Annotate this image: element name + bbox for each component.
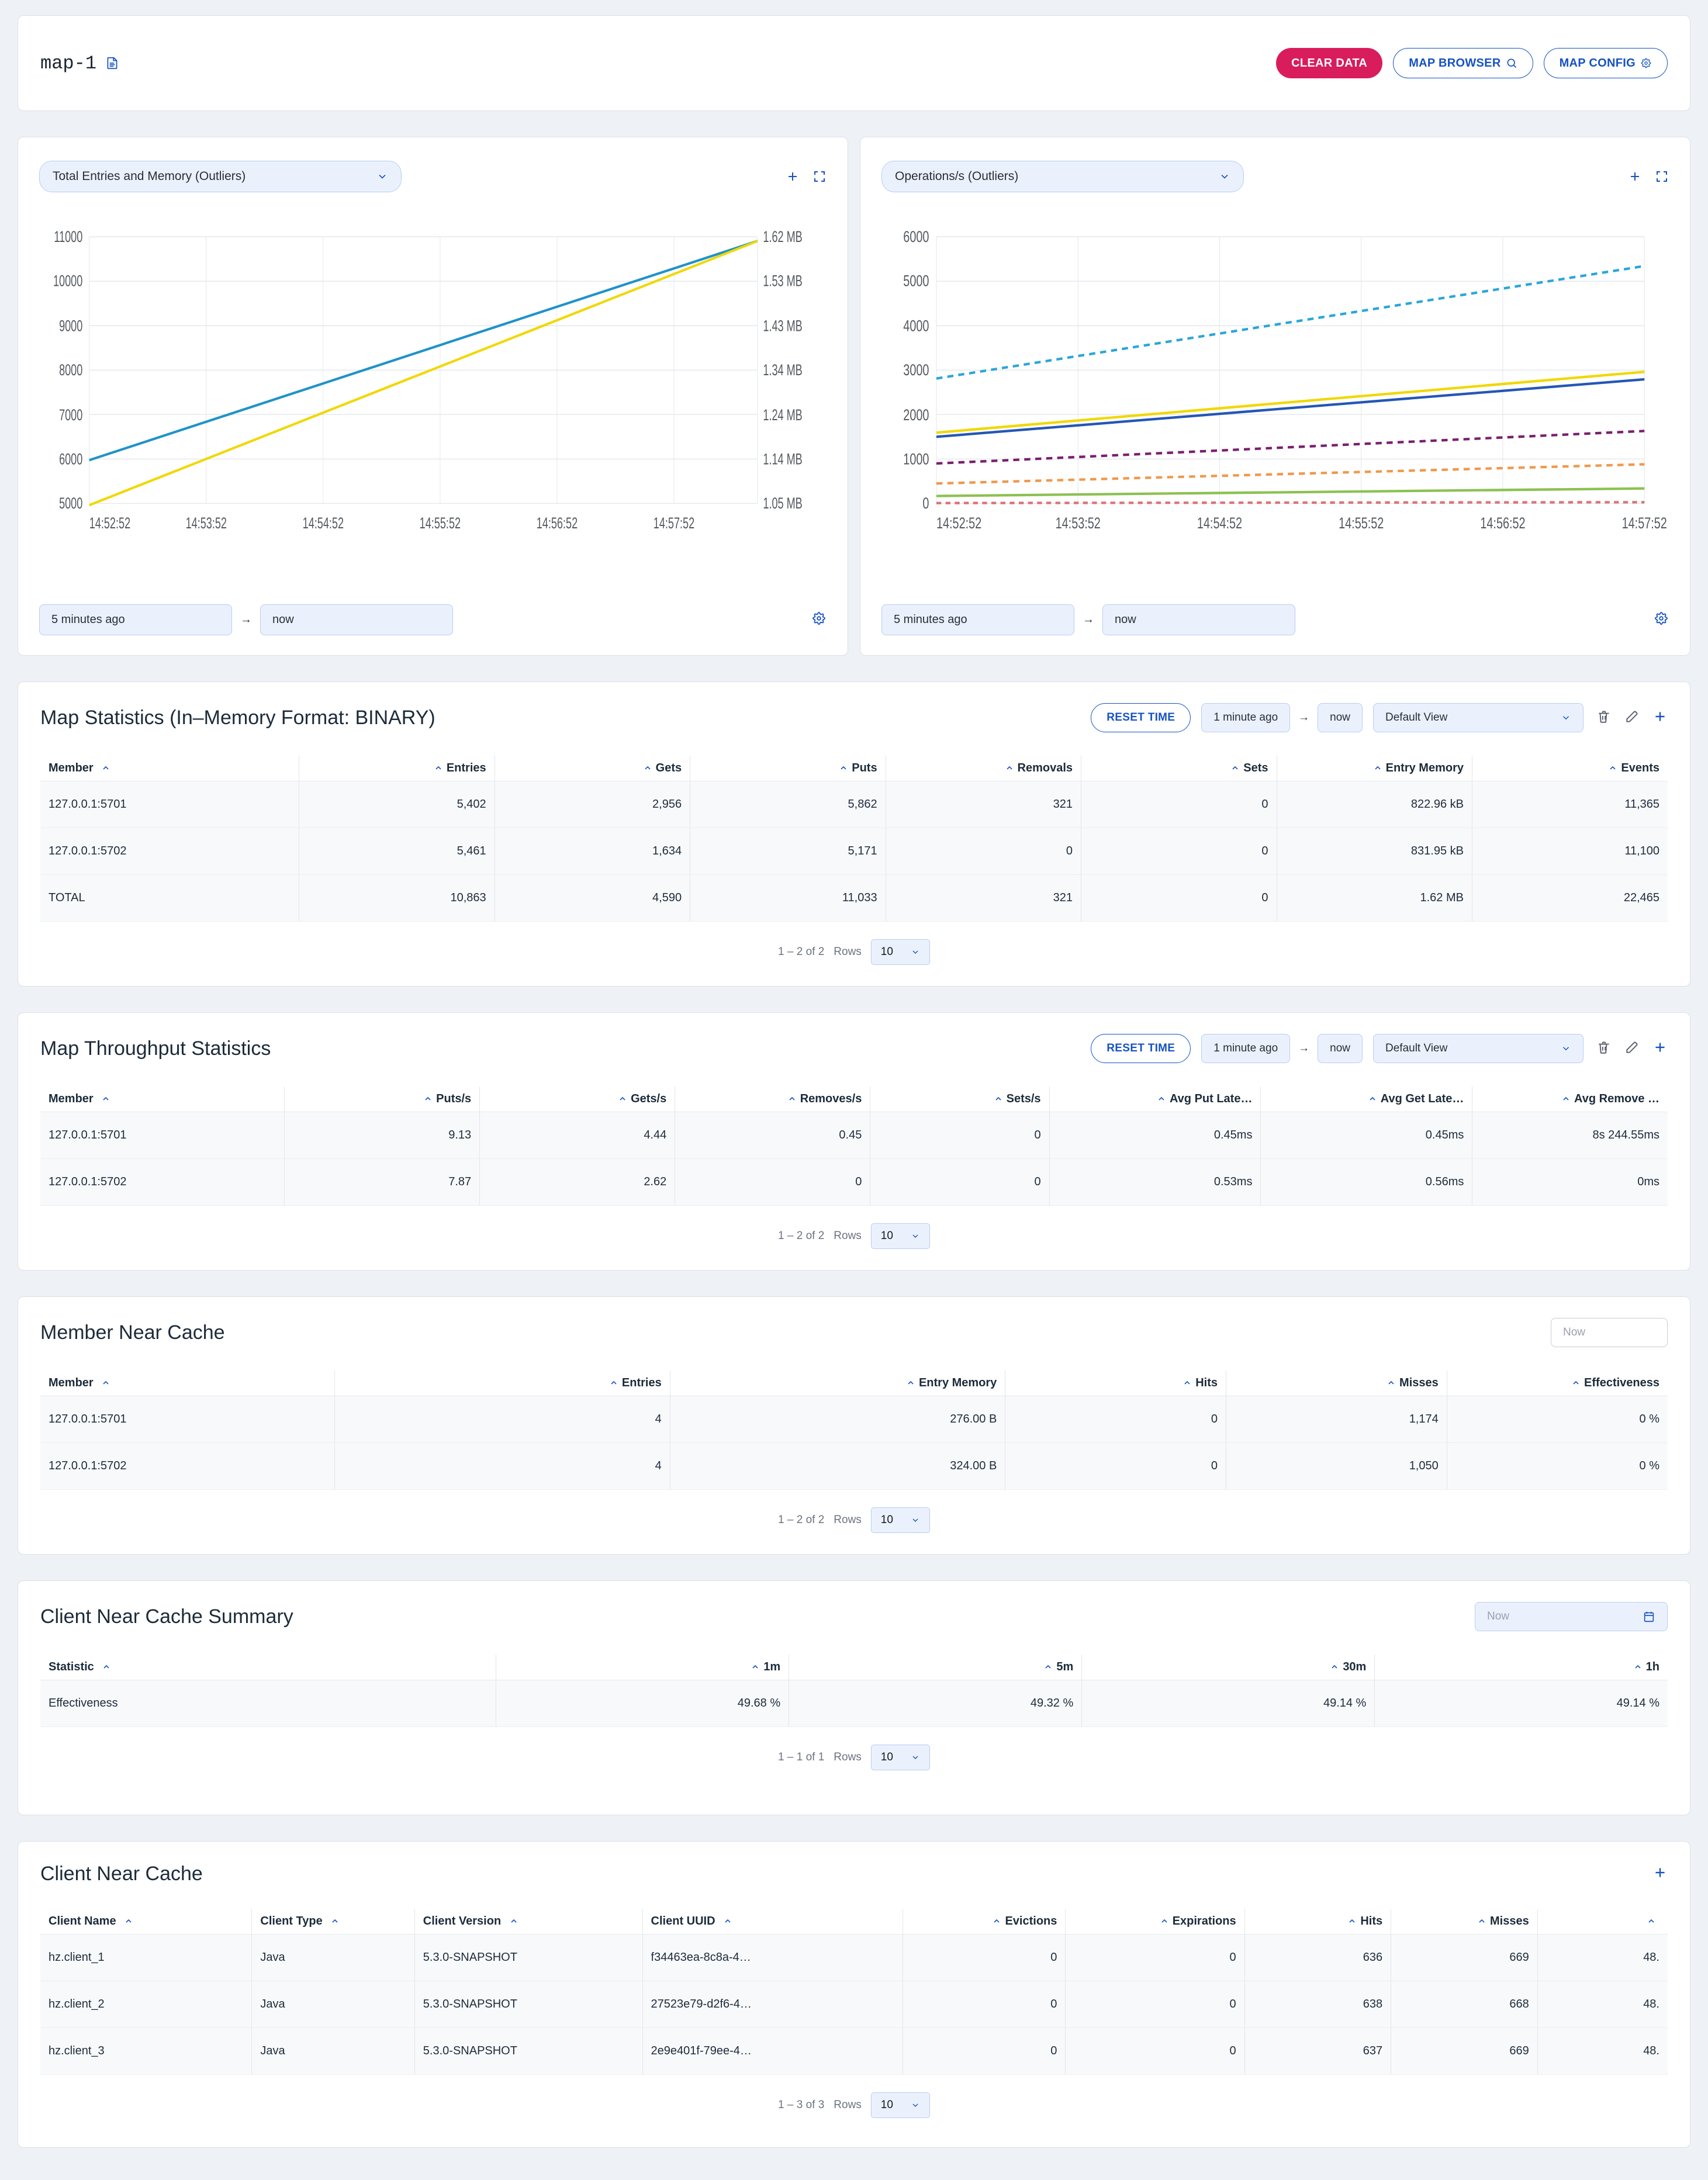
svg-text:1.24 MB: 1.24 MB	[763, 406, 802, 424]
svg-text:1.05 MB: 1.05 MB	[763, 494, 802, 512]
svg-text:14:55:52: 14:55:52	[1339, 515, 1384, 532]
svg-text:14:52:52: 14:52:52	[936, 515, 981, 532]
svg-text:1.14 MB: 1.14 MB	[763, 450, 802, 468]
svg-text:7000: 7000	[59, 406, 82, 424]
svg-text:14:52:52: 14:52:52	[89, 514, 130, 532]
svg-text:2000: 2000	[903, 407, 929, 424]
svg-text:14:53:52: 14:53:52	[186, 514, 227, 532]
svg-text:14:54:52: 14:54:52	[1197, 515, 1242, 532]
svg-text:1.43 MB: 1.43 MB	[763, 317, 802, 335]
svg-text:11000: 11000	[54, 229, 82, 245]
svg-text:9000: 9000	[59, 317, 82, 335]
svg-text:8000: 8000	[59, 361, 82, 379]
svg-text:1000: 1000	[903, 451, 929, 469]
svg-text:4000: 4000	[903, 318, 929, 335]
svg-text:6000: 6000	[903, 229, 929, 246]
svg-text:14:57:52: 14:57:52	[654, 514, 694, 532]
svg-text:1.62 MB: 1.62 MB	[763, 229, 802, 245]
svg-text:14:53:52: 14:53:52	[1056, 515, 1101, 532]
svg-text:14:54:52: 14:54:52	[303, 514, 344, 532]
svg-text:6000: 6000	[59, 450, 82, 468]
svg-text:14:55:52: 14:55:52	[420, 514, 461, 532]
svg-text:14:57:52: 14:57:52	[1622, 515, 1667, 532]
svg-text:3000: 3000	[903, 362, 929, 379]
svg-text:0: 0	[922, 495, 929, 513]
svg-text:5000: 5000	[903, 273, 929, 290]
svg-text:10000: 10000	[53, 272, 82, 290]
svg-text:1.34 MB: 1.34 MB	[763, 361, 802, 379]
svg-text:14:56:52: 14:56:52	[537, 514, 578, 532]
svg-text:1.53 MB: 1.53 MB	[763, 272, 802, 290]
svg-text:14:56:52: 14:56:52	[1480, 515, 1525, 532]
svg-text:5000: 5000	[59, 494, 82, 512]
